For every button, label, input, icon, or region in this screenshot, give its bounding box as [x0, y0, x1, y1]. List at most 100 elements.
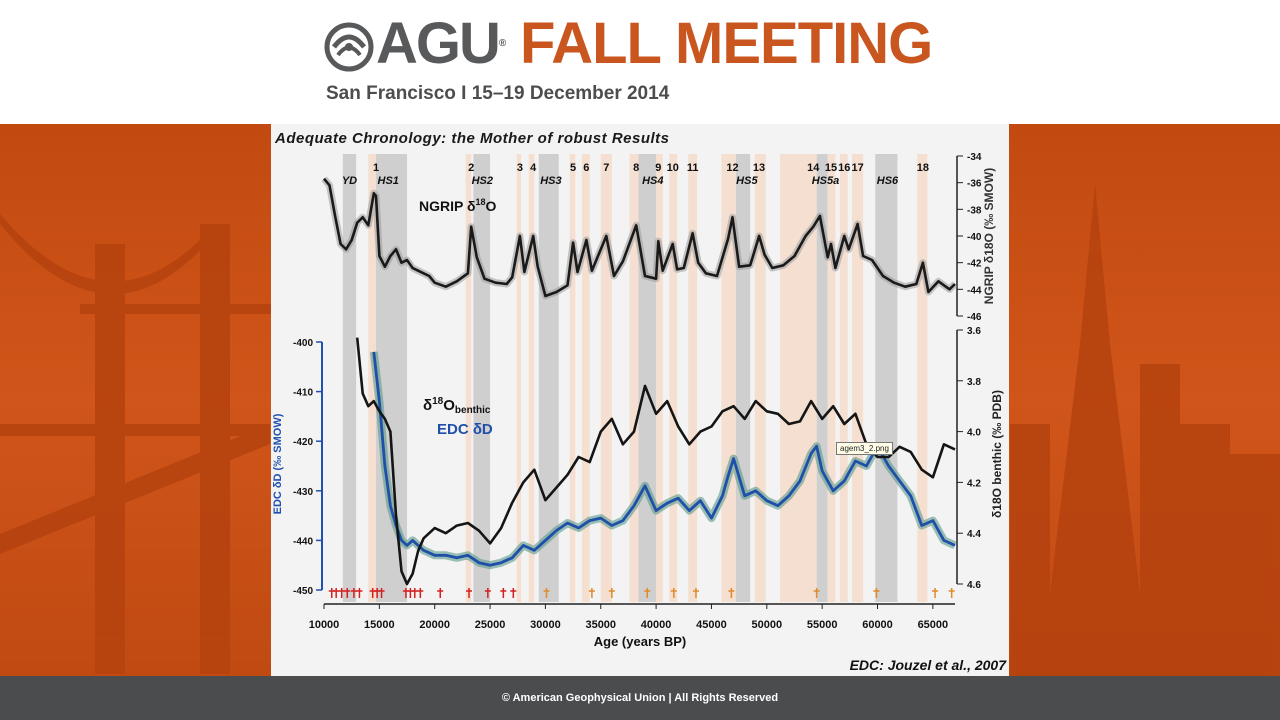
ngrip-axis-label: NGRIP δ18O (‰ SMOW)	[982, 168, 996, 304]
event-number: 15	[825, 162, 837, 174]
chart-slide: 10000 15000 20000 25000 30000 35000 40000 45000…	[271, 124, 1009, 676]
meeting-location-dates: San Francisco I 15–19 December 2014	[326, 83, 670, 104]
fall-meeting-wordmark: FALL MEETING	[520, 11, 933, 76]
event-number: 18	[917, 162, 929, 174]
skyline-silhouette	[0, 184, 1280, 676]
x-tick-label: 40000	[641, 619, 672, 631]
image-tooltip: agem3_2.png	[836, 442, 893, 455]
tick-labels: 10000 15000 20000 25000 30000 35000 40000 45000…	[293, 152, 982, 631]
meeting-header: AGU® FALL MEETING San Francisco I 15–19 …	[0, 0, 1280, 124]
tie-point-marker	[510, 588, 517, 598]
tie-point-marker	[407, 588, 414, 598]
tie-point-marker	[932, 588, 939, 598]
tie-point-marker	[356, 588, 363, 598]
ngrip-y-tick-label: -34	[967, 152, 982, 163]
event-number: 3	[517, 162, 523, 174]
tie-point-marker	[873, 588, 880, 598]
tie-point-marker	[333, 588, 340, 598]
x-tick-label: 10000	[309, 619, 340, 631]
tie-point-marker	[338, 588, 345, 598]
interstadial-band	[669, 154, 678, 602]
benthic-y-tick-label: 4.6	[967, 580, 981, 591]
edc-line	[372, 351, 956, 567]
interstadial-band	[852, 154, 864, 602]
benthic-line	[355, 337, 956, 586]
benthic-axis-label: δ18O benthic (‰ PDB)	[990, 390, 1004, 518]
ngrip-y-tick-label: -36	[967, 179, 982, 190]
event-label: HS2	[472, 175, 493, 187]
tie-point-marker	[608, 588, 615, 598]
ngrip-y-tick-label: -38	[967, 205, 982, 216]
stadial-band	[342, 154, 357, 602]
benthic-series-label: δ18Obenthic	[423, 396, 491, 416]
x-tick-label: 50000	[752, 619, 783, 631]
edc-y-tick-label: -440	[293, 536, 313, 547]
tie-point-marker	[378, 588, 385, 598]
x-tick-label: 35000	[585, 619, 616, 631]
tie-point-markers	[328, 588, 955, 598]
tie-point-marker	[670, 588, 677, 598]
event-label: HS5a	[812, 175, 840, 187]
tie-point-marker	[728, 588, 735, 598]
x-axis-label: Age (years BP)	[594, 634, 686, 649]
citation: EDC: Jouzel et al., 2007	[849, 657, 1006, 673]
edc-y-tick-label: -410	[293, 388, 313, 399]
x-tick-label: 20000	[419, 619, 450, 631]
edc-y-tick-label: -420	[293, 437, 313, 448]
edc-axis-label: EDC δD (‰ SMOW)	[272, 413, 284, 514]
tie-point-marker	[644, 588, 651, 598]
interstadial-band	[656, 154, 663, 602]
edc-series-label: EDC δD	[437, 421, 493, 438]
edc-y-tick-label: -430	[293, 487, 313, 498]
interstadial-band	[827, 154, 836, 602]
event-number: 11	[687, 162, 699, 174]
interstadial-band	[754, 154, 766, 602]
stadial-band	[638, 154, 657, 602]
x-tick-label: 55000	[807, 619, 838, 631]
interstadial-band	[780, 154, 817, 602]
interstadial-band	[528, 154, 535, 602]
interstadial-band	[516, 154, 522, 602]
series-lines	[321, 176, 958, 586]
interstadial-band	[600, 154, 612, 602]
x-tick-label: 25000	[475, 619, 506, 631]
benthic-y-tick-label: 4.4	[967, 529, 981, 540]
stadial-band	[816, 154, 828, 602]
event-number: 1	[373, 162, 379, 174]
interstadial-band	[569, 154, 576, 602]
tie-point-marker	[692, 588, 699, 598]
tie-point-marker	[588, 588, 595, 598]
event-number: 17	[851, 162, 863, 174]
interstadial-band	[465, 154, 472, 602]
event-number: 9	[655, 162, 661, 174]
event-number: 6	[583, 162, 589, 174]
interstadial-band	[629, 154, 639, 602]
ngrip-y-tick-label: -42	[967, 259, 982, 270]
stadial-band	[875, 154, 898, 602]
tie-point-marker	[484, 588, 491, 598]
tie-point-marker	[500, 588, 507, 598]
event-number: 16	[838, 162, 850, 174]
tie-point-marker	[344, 588, 351, 598]
x-tick-label: 30000	[530, 619, 561, 631]
event-label: HS3	[540, 175, 561, 187]
event-label: HS5	[736, 175, 758, 187]
event-number: 10	[667, 162, 679, 174]
x-tick-label: 65000	[918, 619, 949, 631]
x-tick-label: 60000	[862, 619, 893, 631]
tie-point-marker	[411, 588, 418, 598]
copyright-footer: © American Geophysical Union | All Right…	[0, 676, 1280, 720]
ngrip-line	[323, 177, 956, 298]
benthic-y-tick-label: 3.6	[967, 326, 981, 337]
event-number: 13	[753, 162, 765, 174]
event-number: 4	[530, 162, 537, 174]
event-label: HS4	[642, 175, 663, 187]
edc-envelope	[369, 351, 957, 570]
event-label: HS6	[877, 175, 899, 187]
tie-point-marker	[417, 588, 424, 598]
event-number: 2	[468, 162, 474, 174]
agu-swirl-logo-icon	[324, 22, 374, 72]
interstadial-band	[839, 154, 848, 602]
interstadial-band	[581, 154, 590, 602]
